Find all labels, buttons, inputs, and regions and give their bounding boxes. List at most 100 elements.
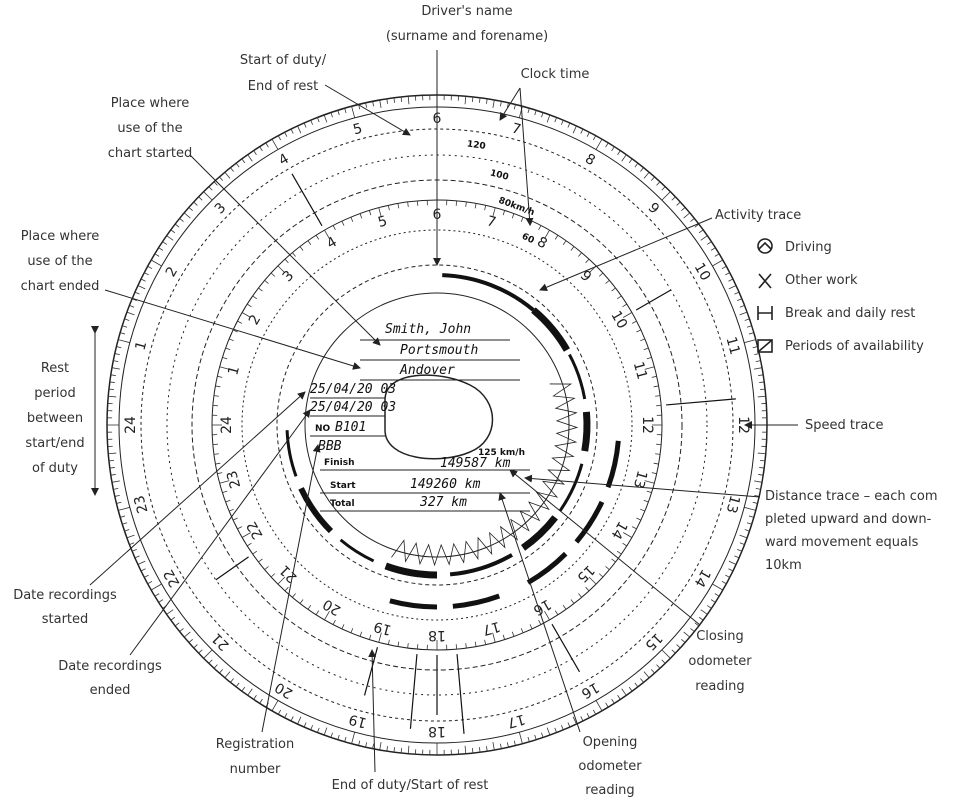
tick — [740, 543, 745, 545]
tick — [652, 473, 657, 474]
callout-label: Distance trace – each com — [765, 489, 938, 504]
callout-label: reading — [695, 679, 744, 694]
tick — [138, 286, 145, 289]
tick — [734, 292, 739, 294]
hour-label: 1 — [133, 339, 151, 352]
tick — [759, 467, 764, 468]
tick — [189, 207, 193, 210]
tick — [715, 594, 719, 597]
tick — [756, 361, 761, 362]
tick — [651, 177, 654, 181]
tick — [744, 340, 756, 343]
chart-entry: B101 — [335, 420, 366, 435]
tick — [593, 710, 595, 714]
tick — [298, 126, 301, 133]
hour-label: 9 — [645, 200, 663, 218]
tick — [408, 643, 409, 648]
tick — [740, 312, 748, 315]
callout-label: Rest — [41, 361, 69, 376]
tick — [229, 339, 234, 341]
tick — [677, 202, 681, 205]
hour-label: 10 — [607, 308, 630, 331]
callout-label: reading — [585, 783, 634, 798]
hour-label: 10 — [691, 260, 714, 283]
tick — [285, 132, 287, 136]
tick — [331, 733, 333, 738]
tick — [623, 543, 627, 546]
tick — [225, 172, 230, 178]
tick — [229, 509, 234, 511]
tick — [122, 523, 127, 525]
tick — [617, 296, 621, 299]
tick — [635, 683, 638, 687]
tick — [222, 491, 227, 493]
tick — [493, 742, 494, 750]
tick — [125, 529, 130, 531]
tick — [593, 136, 595, 140]
tick — [729, 561, 736, 564]
tick — [112, 481, 120, 482]
tick — [333, 225, 335, 229]
tick — [113, 361, 118, 362]
tick — [578, 594, 581, 598]
tick — [127, 535, 135, 538]
tick — [401, 97, 402, 102]
tick — [304, 722, 306, 727]
tick — [657, 665, 660, 669]
hour-label: 8 — [534, 234, 550, 252]
tick — [272, 700, 278, 710]
tick — [226, 348, 231, 350]
tick — [180, 628, 184, 631]
tick — [521, 217, 523, 222]
tick — [647, 491, 652, 493]
tick — [758, 396, 766, 397]
tick — [352, 106, 355, 118]
callout-label: odometer — [578, 759, 642, 774]
tick — [745, 529, 750, 531]
tick — [636, 330, 641, 332]
tick — [148, 266, 152, 268]
tick — [167, 610, 174, 615]
callout-label: odometer — [688, 654, 752, 669]
tick — [728, 569, 732, 571]
tick — [141, 279, 145, 281]
tick — [345, 108, 346, 113]
tick — [568, 722, 570, 727]
tick — [366, 742, 367, 747]
tick — [127, 312, 135, 315]
tick — [747, 326, 752, 328]
callout-label: Speed trace — [805, 418, 883, 433]
chart-entry: 149587 km — [440, 456, 511, 471]
tick — [236, 683, 239, 687]
activity-trace — [569, 355, 584, 399]
legend-label: Driving — [785, 240, 832, 255]
tick — [586, 259, 589, 263]
tick — [247, 543, 251, 546]
tick — [260, 147, 263, 151]
tick — [753, 347, 758, 348]
tick — [599, 273, 603, 276]
tick — [388, 205, 389, 210]
activity-trace — [585, 412, 587, 451]
callout-label: use of the — [27, 254, 92, 269]
tick — [175, 224, 179, 227]
chart-entry: Smith, John — [385, 322, 471, 337]
tick — [360, 214, 362, 219]
tick — [215, 386, 220, 387]
activity-trace — [453, 596, 499, 606]
tick — [408, 96, 409, 104]
tick — [215, 463, 220, 464]
tick — [331, 113, 333, 118]
tick — [647, 357, 652, 359]
tick — [684, 213, 690, 218]
tick — [115, 354, 120, 355]
tick — [612, 699, 615, 703]
tick — [512, 632, 514, 637]
callout-label: ward movement equals — [765, 535, 919, 550]
hour-label: 11 — [723, 335, 743, 356]
tick — [547, 115, 550, 123]
tick — [120, 516, 125, 517]
tick — [272, 139, 278, 149]
tick — [236, 163, 239, 167]
tick — [398, 203, 399, 208]
